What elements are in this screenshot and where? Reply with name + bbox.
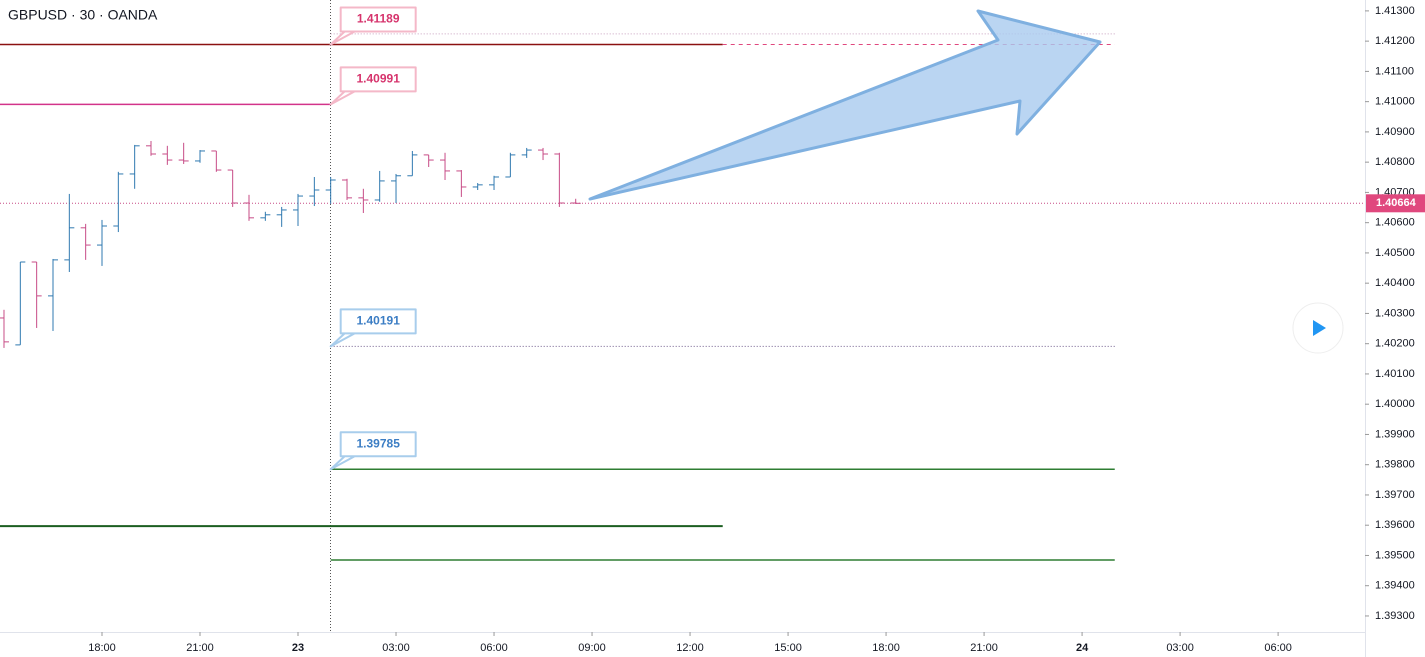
x-tick-label: 24: [1076, 642, 1089, 654]
callout-box: [329, 66, 417, 106]
y-tick-label: 1.39700: [1375, 489, 1415, 501]
callout-box: [329, 308, 417, 348]
y-tick-label: 1.40400: [1375, 277, 1415, 289]
callout-box: [329, 431, 417, 471]
x-tick-label: 18:00: [872, 642, 900, 654]
x-tick-label: 09:00: [578, 642, 606, 654]
x-tick-label: 03:00: [382, 642, 410, 654]
y-tick-label: 1.39300: [1375, 610, 1415, 622]
x-tick-label: 06:00: [1264, 642, 1292, 654]
y-tick-label: 1.40800: [1375, 156, 1415, 168]
y-tick-label: 1.41100: [1375, 65, 1414, 77]
y-tick-label: 1.40300: [1375, 307, 1415, 319]
trend-arrow: [588, 9, 1102, 201]
callout-box: [329, 6, 417, 46]
callout-label: 1.39785: [356, 436, 400, 450]
y-tick-label: 1.40600: [1375, 217, 1415, 229]
y-tick-label: 1.40100: [1375, 368, 1415, 380]
symbol-title: GBPUSD · 30 · OANDA: [8, 7, 158, 23]
y-tick-label: 1.40200: [1375, 338, 1415, 350]
plot-area: [0, 33, 1365, 561]
x-tick-label: 18:00: [88, 642, 116, 654]
y-tick-label: 1.40500: [1375, 247, 1415, 259]
x-tick-label: 21:00: [970, 642, 998, 654]
y-tick-label: 1.39400: [1375, 580, 1415, 592]
play-icon[interactable]: [1313, 320, 1326, 336]
y-tick-label: 1.39900: [1375, 428, 1415, 440]
play-button[interactable]: [1292, 302, 1344, 354]
y-tick-label: 1.41000: [1375, 96, 1415, 108]
callout-label: 1.40191: [356, 314, 400, 328]
y-tick-label: 1.41200: [1375, 35, 1415, 47]
y-tick-label: 1.41300: [1375, 5, 1415, 17]
last-price-label: 1.40664: [1376, 197, 1417, 209]
y-tick-label: 1.39800: [1375, 459, 1415, 471]
x-tick-label: 06:00: [480, 642, 508, 654]
y-tick-label: 1.39600: [1375, 519, 1415, 531]
x-tick-label: 03:00: [1166, 642, 1194, 654]
x-tick-label: 23: [292, 642, 304, 654]
callout-label: 1.41189: [357, 12, 400, 26]
x-tick-label: 15:00: [774, 642, 802, 654]
y-tick-label: 1.40900: [1375, 126, 1415, 138]
x-tick-label: 21:00: [186, 642, 214, 654]
y-tick-label: 1.39500: [1375, 549, 1415, 561]
callout-label: 1.40991: [356, 72, 400, 86]
last-price-box: [1366, 194, 1425, 213]
y-tick-label: 1.40000: [1375, 398, 1415, 410]
x-tick-label: 12:00: [676, 642, 704, 654]
